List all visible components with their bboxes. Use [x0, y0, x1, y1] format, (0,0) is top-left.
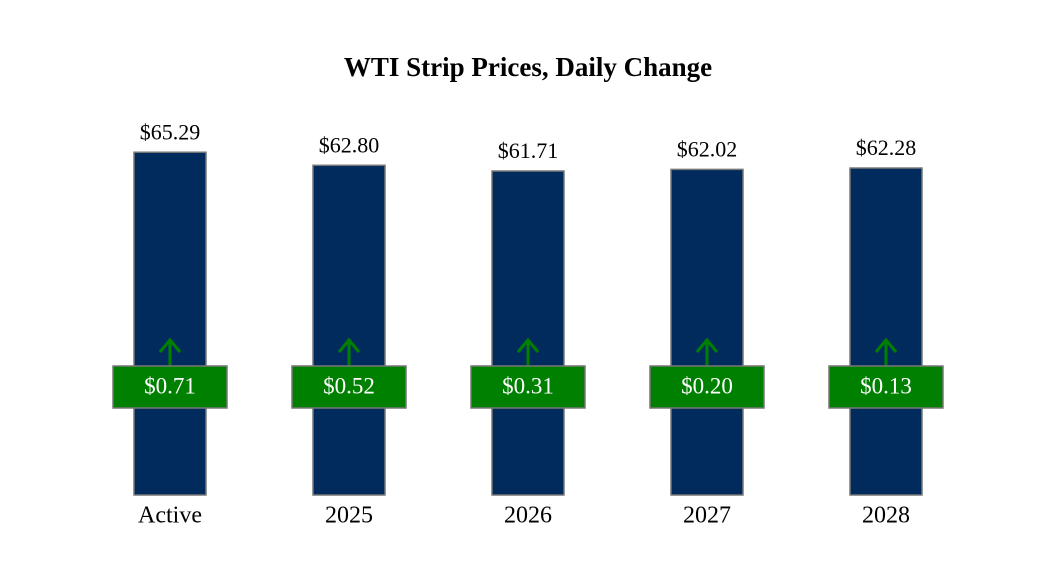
change-box — [828, 365, 944, 409]
change-box — [470, 365, 586, 409]
change-box — [649, 365, 765, 409]
change-box — [112, 365, 228, 409]
value-label: $61.71 — [498, 138, 559, 163]
x-tick-label: 2025 — [325, 503, 373, 529]
value-label: $62.28 — [856, 135, 917, 160]
change-arrow — [695, 337, 719, 366]
bar — [133, 151, 207, 496]
change-label: $0.20 — [681, 373, 733, 398]
change-box — [291, 365, 407, 409]
bar — [312, 164, 386, 496]
bar — [849, 167, 923, 496]
x-tick-label: Active — [138, 503, 202, 529]
value-label: $65.29 — [140, 119, 201, 144]
x-tick-label: 2027 — [683, 503, 731, 529]
bar — [670, 168, 744, 496]
value-label: $62.80 — [319, 132, 380, 157]
change-label: $0.71 — [144, 373, 196, 398]
change-arrow — [874, 337, 898, 366]
chart-title: WTI Strip Prices, Daily Change — [344, 52, 712, 82]
bar — [491, 170, 565, 496]
change-label: $0.13 — [860, 373, 912, 398]
change-arrow — [158, 337, 182, 366]
x-tick-label: 2026 — [504, 503, 552, 529]
change-label: $0.52 — [323, 373, 375, 398]
change-arrow — [516, 337, 540, 366]
x-tick-label: 2028 — [862, 503, 910, 529]
change-arrow — [337, 337, 361, 366]
change-label: $0.31 — [502, 373, 554, 398]
value-label: $62.02 — [677, 136, 738, 161]
